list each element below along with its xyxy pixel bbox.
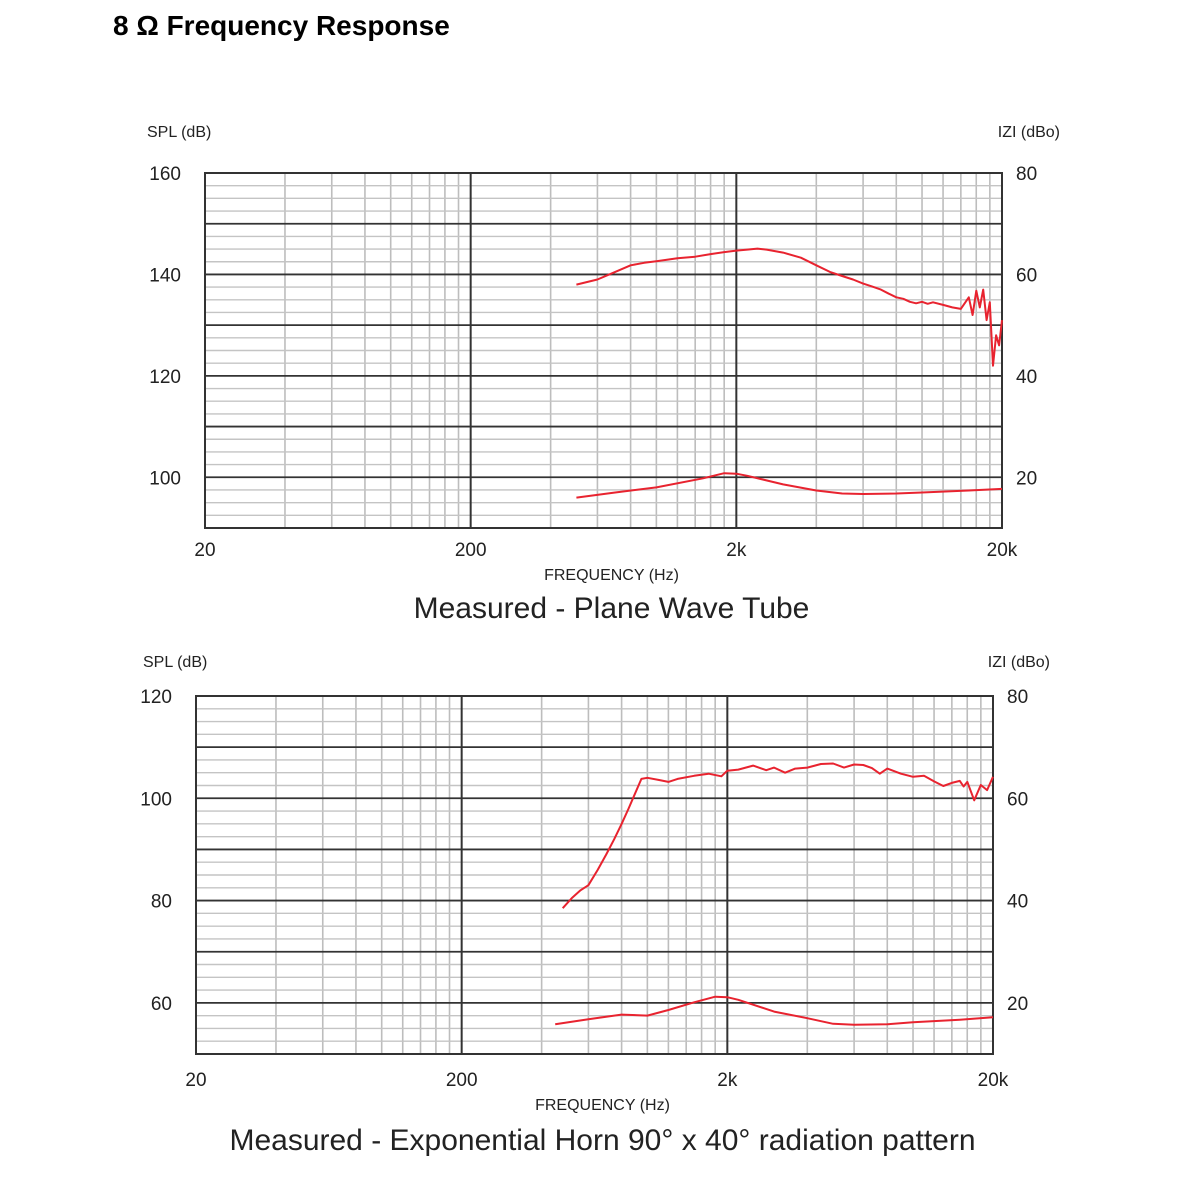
y-tick-label-left: 80 — [151, 892, 172, 913]
y-tick-label-right: 80 — [1007, 687, 1028, 708]
chart-plane-wave-tube: 20 200 2k 20k 100 120 140 160 20 40 60 80 SPL (dB) IZ… — [147, 124, 1060, 625]
series-impedance-line — [576, 472, 1003, 499]
y-axis-label-right: IZI (dBo) — [988, 654, 1050, 671]
y-tick-label-right: 20 — [1016, 468, 1037, 489]
y-tick-label-right: 40 — [1016, 367, 1037, 388]
x-axis-label: FREQUENCY (Hz) — [535, 1097, 670, 1114]
y-tick-label-right: 40 — [1007, 892, 1028, 913]
x-tick-label: 20k — [978, 1070, 1009, 1091]
plot-frame — [195, 695, 994, 1055]
y-tick-label-right: 80 — [1016, 164, 1037, 185]
y-axis-label-left: SPL (dB) — [143, 654, 207, 671]
y-tick-label-left: 100 — [140, 789, 172, 810]
y-tick-label-right: 60 — [1016, 265, 1037, 286]
y-axis-label-left: SPL (dB) — [147, 124, 211, 141]
y-tick-label-right: 60 — [1007, 789, 1028, 810]
x-tick-label: 2k — [726, 540, 747, 561]
y-tick-label-right: 20 — [1007, 994, 1028, 1015]
series-impedance-line — [555, 995, 994, 1026]
series-spl-line — [576, 247, 1003, 367]
chart-title: Measured - Exponential Horn 90° x 40° ra… — [229, 1124, 975, 1157]
x-tick-label: 20k — [987, 540, 1018, 561]
x-tick-label: 2k — [717, 1070, 738, 1091]
x-tick-label: 200 — [455, 540, 487, 561]
y-tick-label-left: 140 — [149, 265, 181, 286]
y-tick-label-left: 100 — [149, 468, 181, 489]
plot-frame — [204, 172, 1003, 529]
chart-title: Measured - Plane Wave Tube — [414, 592, 810, 625]
x-tick-label: 20 — [185, 1070, 206, 1091]
x-axis-label: FREQUENCY (Hz) — [544, 567, 679, 584]
y-tick-label-left: 120 — [149, 367, 181, 388]
y-tick-label-left: 60 — [151, 994, 172, 1015]
chart-exponential-horn: 20 200 2k 20k 60 80 100 120 20 40 60 80 SPL (dB) IZI … — [140, 654, 1050, 1157]
y-tick-label-left: 120 — [140, 687, 172, 708]
page-title: 8 Ω Frequency Response — [113, 10, 450, 41]
grid — [204, 173, 1003, 528]
x-tick-label: 200 — [446, 1070, 478, 1091]
x-tick-label: 20 — [194, 540, 215, 561]
y-tick-label-left: 160 — [149, 164, 181, 185]
y-axis-label-right: IZI (dBo) — [998, 124, 1060, 141]
series-spl-line — [561, 762, 994, 909]
